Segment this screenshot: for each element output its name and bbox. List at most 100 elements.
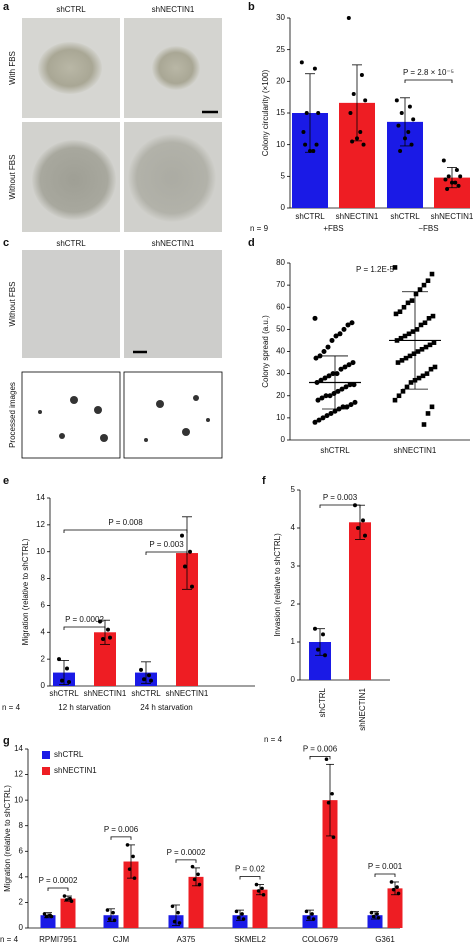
- data-point: [376, 915, 381, 920]
- y-axis-label: Migration (relative to shCTRL): [21, 538, 30, 645]
- data-point: [331, 835, 336, 840]
- data-point: [316, 111, 321, 115]
- data-point: [106, 627, 110, 632]
- y-tick-label: 20: [276, 76, 285, 85]
- data-point: [351, 92, 356, 96]
- data-point: [312, 66, 317, 71]
- data-point: [236, 915, 241, 920]
- n-label: n = 9: [250, 224, 269, 233]
- data-point: [400, 389, 406, 394]
- bar: [322, 800, 338, 928]
- data-point: [327, 393, 333, 399]
- data-point: [408, 380, 414, 385]
- data-point: [351, 382, 357, 388]
- data-point: [392, 397, 398, 403]
- data-point: [312, 419, 318, 425]
- data-point: [348, 402, 354, 408]
- data-point: [254, 882, 259, 887]
- data-point: [361, 518, 365, 523]
- data-point: [190, 584, 194, 589]
- data-point: [346, 362, 352, 368]
- x-tick-label: CJM: [113, 935, 130, 944]
- y-tick-label: 20: [276, 391, 285, 400]
- data-point: [396, 393, 402, 399]
- y-tick-label: 4: [19, 872, 24, 881]
- data-point: [395, 360, 401, 365]
- data-point: [428, 366, 434, 372]
- data-point: [127, 867, 132, 871]
- y-tick-label: 14: [36, 493, 45, 502]
- image-panel-c: [21, 250, 223, 459]
- y-tick-label: 5: [281, 171, 286, 180]
- data-point: [432, 364, 438, 370]
- significance-bracket: [175, 859, 197, 863]
- data-point: [416, 375, 422, 381]
- x-tick-label: shNECTIN1: [394, 446, 437, 455]
- y-tick-label: 1: [291, 637, 296, 646]
- data-point: [417, 287, 423, 292]
- data-point: [324, 413, 330, 419]
- p-value: P = 0.006: [303, 744, 338, 753]
- data-point: [310, 912, 314, 916]
- data-point: [337, 331, 343, 337]
- data-point: [177, 921, 182, 925]
- data-point: [261, 892, 266, 897]
- data-point: [414, 327, 420, 332]
- data-point: [192, 877, 197, 882]
- data-point: [312, 315, 318, 321]
- panel-label: f: [262, 475, 266, 487]
- y-tick-label: 0: [281, 435, 286, 444]
- image-column-label: shCTRL: [56, 239, 86, 248]
- group-label: 24 h starvation: [140, 703, 192, 712]
- data-point: [446, 174, 451, 179]
- panel-label: c: [3, 237, 9, 249]
- x-tick-label: shNECTIN1: [431, 212, 474, 221]
- x-tick-label: RPMI7951: [39, 935, 77, 944]
- data-point: [413, 291, 419, 297]
- legend-label: shCTRL: [54, 750, 84, 759]
- data-point: [329, 337, 335, 343]
- data-point: [311, 917, 316, 921]
- p-value: P = 0.001: [368, 862, 403, 871]
- y-tick-label: 0: [291, 675, 296, 684]
- data-point: [401, 304, 407, 310]
- data-point: [334, 371, 340, 377]
- y-tick-label: 5: [291, 485, 296, 494]
- image-column-label: shNECTIN1: [152, 5, 195, 14]
- y-tick-label: 2: [41, 654, 46, 663]
- data-point: [345, 322, 351, 328]
- data-point: [316, 417, 322, 423]
- data-point: [375, 912, 379, 916]
- p-value: P = 0.006: [104, 825, 139, 834]
- image-row-label: With FBS: [8, 51, 17, 85]
- data-point: [176, 910, 180, 915]
- data-point: [313, 355, 319, 361]
- data-point: [240, 912, 244, 916]
- y-tick-label: 0: [41, 681, 46, 690]
- data-point: [346, 16, 351, 20]
- data-point: [301, 130, 306, 134]
- data-point: [62, 894, 67, 898]
- data-point: [311, 149, 316, 153]
- data-point: [319, 395, 325, 401]
- data-point: [389, 880, 394, 884]
- data-point: [180, 533, 184, 538]
- data-point: [391, 887, 396, 892]
- bar: [252, 889, 268, 928]
- y-tick-label: 60: [276, 302, 285, 311]
- data-point: [409, 298, 415, 303]
- significance-bracket: [374, 873, 396, 877]
- data-point: [183, 564, 187, 569]
- data-point: [425, 278, 431, 283]
- data-point: [330, 371, 336, 377]
- y-tick-label: 10: [36, 547, 45, 556]
- data-point: [355, 136, 359, 141]
- data-point: [60, 678, 64, 683]
- y-tick-label: 2: [19, 898, 24, 907]
- data-point: [131, 854, 135, 859]
- y-tick-label: 30: [276, 369, 285, 378]
- significance-bracket: [239, 876, 261, 880]
- data-point: [456, 183, 461, 188]
- data-point: [410, 329, 416, 334]
- data-point: [398, 149, 403, 153]
